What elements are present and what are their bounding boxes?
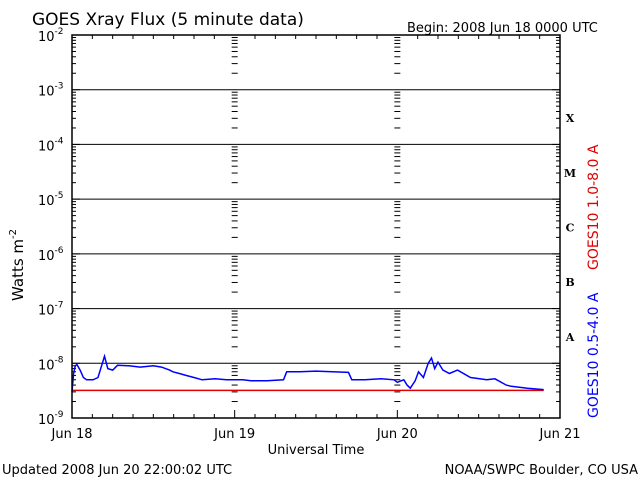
plot-frame [71,34,561,419]
x-tick-label: Jun 19 [213,427,255,442]
x-axis-ticks: Jun 18 Jun 19 Jun 20 Jun 21 [51,35,581,442]
series-lines [71,353,544,392]
svg-text:GOES10 0.5-4.0 A: GOES10 0.5-4.0 A [586,292,602,418]
x-tick-label: Jun 20 [376,427,418,442]
y-tick-base: 10 [38,139,55,154]
y-tick-base: 10 [38,304,55,319]
svg-text:GOES10 1.0-8.0 A: GOES10 1.0-8.0 A [586,144,602,270]
flare-class-label: B [565,276,574,289]
y-tick-base: 10 [38,249,55,264]
y-tick-base: 10 [38,413,55,428]
flare-class-labels: X M C B A [564,112,576,344]
flare-class-label: X [566,112,575,125]
y-tick-exponent: -9 [55,410,64,420]
series-line-short [71,353,544,392]
x-tick-label: Jun 21 [539,427,581,442]
plot-grid [72,37,560,403]
chart-title: GOES Xray Flux (5 minute data) [32,10,304,30]
y-tick-label: 10-7 [38,301,64,319]
y-tick-exponent: -5 [55,191,64,201]
legend-short: GOES10 0.5-4.0 A [586,292,602,418]
begin-time: Begin: 2008 Jun 18 0000 UTC [407,21,598,36]
updated-timestamp: Updated 2008 Jun 20 22:00:02 UTC [2,463,232,478]
y-tick-exponent: -6 [55,246,64,256]
y-tick-label: 10-8 [38,355,64,373]
y-tick-exponent: -7 [55,301,64,311]
y-tick-base: 10 [38,85,55,100]
y-tick-base: 10 [38,194,55,209]
y-tick-label: 10-9 [38,410,64,428]
y-tick-label: 10-6 [38,246,64,264]
svg-text:Watts m-2: Watts m-2 [8,229,27,301]
x-axis-label: Universal Time [268,443,365,458]
credit-text: NOAA/SWPC Boulder, CO USA [445,463,638,478]
y-tick-base: 10 [38,358,55,373]
y-tick-exponent: -4 [55,136,64,146]
y-tick-label: 10-3 [38,82,64,100]
y-tick-exponent: -3 [55,82,64,92]
y-tick-exponent: -2 [55,27,64,37]
flare-class-label: A [565,331,575,344]
y-axis-label-sup: -2 [8,229,19,239]
y-tick-label: 10-5 [38,191,64,209]
y-tick-exponent: -8 [55,355,64,365]
y-axis-ticks: 10-210-310-410-510-610-710-810-9 [38,27,560,428]
y-tick-base: 10 [38,30,55,45]
y-tick-label: 10-2 [38,27,64,45]
flare-class-label: C [566,222,575,235]
y-axis-label-text: Watts m [9,239,27,301]
x-tick-label: Jun 18 [51,427,93,442]
y-axis-label: Watts m-2 [8,229,27,301]
y-tick-label: 10-4 [38,136,64,154]
flare-class-label: M [564,167,576,180]
legend-long: GOES10 1.0-8.0 A [586,144,602,270]
